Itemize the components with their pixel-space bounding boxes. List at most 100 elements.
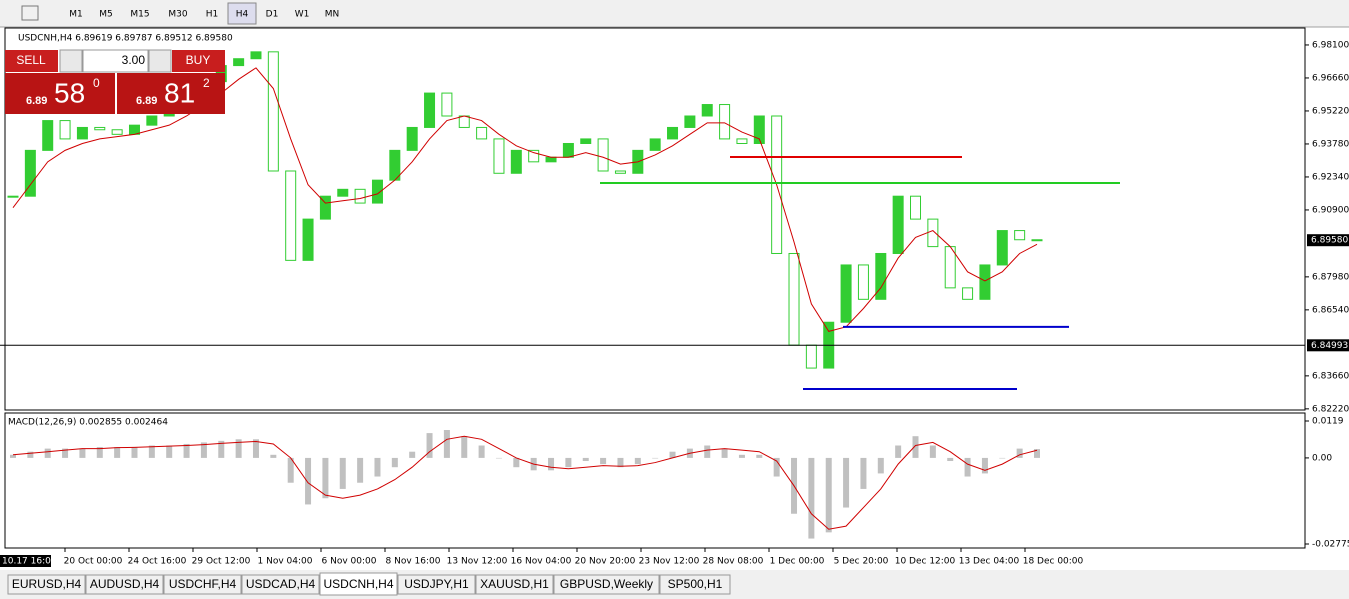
macd-bar [582, 457, 589, 462]
candle [285, 170, 297, 261]
ask-big: 6.89 [136, 95, 157, 107]
lot-input[interactable] [82, 49, 149, 73]
macd-bar [183, 443, 190, 458]
candle [493, 138, 505, 174]
bid-pips: 58 [54, 77, 85, 108]
moving-average [12, 67, 1038, 332]
chart-tab[interactable] [241, 574, 320, 595]
time-marker [0, 555, 51, 567]
candle [233, 58, 245, 67]
candle [458, 115, 470, 128]
x-tick-label: 10 Dec 12:00 [895, 557, 956, 567]
macd-bar [79, 448, 86, 458]
x-tick-label: 6 Nov 00:00 [322, 557, 377, 567]
candle [996, 230, 1008, 266]
sell-label: SELL [16, 53, 46, 67]
candle [736, 138, 748, 144]
macd-bar [391, 457, 398, 468]
timeframe-button[interactable] [160, 3, 196, 24]
y-tick-label: -0.027754 [1312, 540, 1349, 550]
x-tick-label: 28 Nov 08:00 [703, 557, 764, 567]
candle [614, 170, 626, 174]
candle [805, 344, 817, 369]
macd-bar [148, 445, 155, 458]
timeframe-button[interactable] [62, 3, 90, 24]
macd-bar [617, 457, 624, 468]
y-tick-label: 6.96660 [1312, 73, 1349, 83]
main-frame [4, 27, 1306, 411]
chart-tab[interactable] [7, 574, 86, 595]
chart-tab[interactable] [475, 574, 554, 595]
price-marker-label: 6.84993 [1311, 341, 1348, 351]
macd-bar [652, 457, 659, 459]
macd-bar [1016, 448, 1023, 458]
macd-bar [548, 457, 555, 471]
macd-bar [738, 454, 745, 458]
macd-bar [669, 451, 676, 458]
lot-down[interactable] [59, 49, 83, 73]
ask-box[interactable] [117, 73, 225, 114]
timeframe-button[interactable] [227, 2, 257, 25]
timeframe-button[interactable] [198, 3, 226, 24]
x-tick-label: 5 Dec 20:00 [834, 557, 889, 567]
chart-tab-label: USDCAD,H4 [246, 577, 316, 591]
timeframe-button[interactable] [92, 3, 120, 24]
macd-bar [721, 448, 728, 458]
macd-bar [912, 436, 919, 458]
y-tick-label: 6.93780 [1312, 139, 1349, 149]
candle [1031, 239, 1043, 242]
timeframe-button[interactable] [288, 3, 316, 24]
y-tick-label: 6.83660 [1312, 371, 1349, 381]
chart-header: USDCNH,H4 6.89619 6.89787 6.89512 6.8958… [18, 34, 233, 44]
chart-tab[interactable] [397, 574, 476, 595]
macd-bar [357, 457, 364, 483]
tool-icon[interactable] [21, 5, 39, 21]
chart-tab[interactable] [163, 574, 242, 595]
macd-bar [843, 457, 850, 508]
x-tick-label: 1 Dec 00:00 [770, 557, 825, 567]
candle [684, 115, 696, 128]
signal-line [12, 435, 1038, 530]
candle [319, 195, 331, 220]
price-marker [1307, 339, 1349, 352]
macd-bar [409, 451, 416, 458]
y-tick-label: 6.98100 [1312, 40, 1349, 50]
lot-up[interactable] [148, 49, 172, 73]
macd-bar [10, 454, 16, 458]
timeframe-button[interactable] [258, 3, 286, 24]
time-marker-label: 10.17 16:00 [2, 557, 57, 567]
macd-bar [634, 457, 641, 465]
timeframe-button[interactable] [122, 3, 158, 24]
candle [962, 287, 974, 300]
macd-bar [322, 457, 329, 499]
y-tick-label: 6.95220 [1312, 106, 1349, 116]
bid-box[interactable] [5, 73, 115, 114]
macd-bar [218, 440, 225, 458]
chart-tab[interactable] [659, 574, 731, 595]
chart-tab-label: GBPUSD,Weekly [560, 577, 653, 591]
chart-tab[interactable] [319, 572, 398, 596]
ask-point: 2 [203, 76, 210, 90]
x-tick-label: 23 Nov 12:00 [639, 557, 700, 567]
macd-bar [495, 457, 502, 459]
x-tick-label: 24 Oct 16:00 [128, 557, 187, 567]
candle [979, 264, 991, 300]
buy-button[interactable] [172, 50, 225, 72]
x-tick-label: 8 Nov 16:00 [386, 557, 441, 567]
sell-button[interactable] [5, 50, 58, 72]
macd-bar [27, 451, 34, 458]
candle [753, 115, 765, 144]
timeframe-button[interactable] [318, 3, 346, 24]
chart-tab-label: SP500,H1 [668, 577, 723, 591]
candle [562, 142, 574, 158]
chart-tab[interactable] [553, 574, 660, 595]
macd-bar [964, 457, 971, 477]
candle [7, 195, 19, 198]
macd-bar [287, 457, 294, 483]
ask-pips: 81 [164, 77, 195, 108]
macd-bar [461, 436, 468, 458]
chart-tab[interactable] [85, 574, 164, 595]
candle [146, 115, 158, 126]
candle [424, 92, 436, 128]
